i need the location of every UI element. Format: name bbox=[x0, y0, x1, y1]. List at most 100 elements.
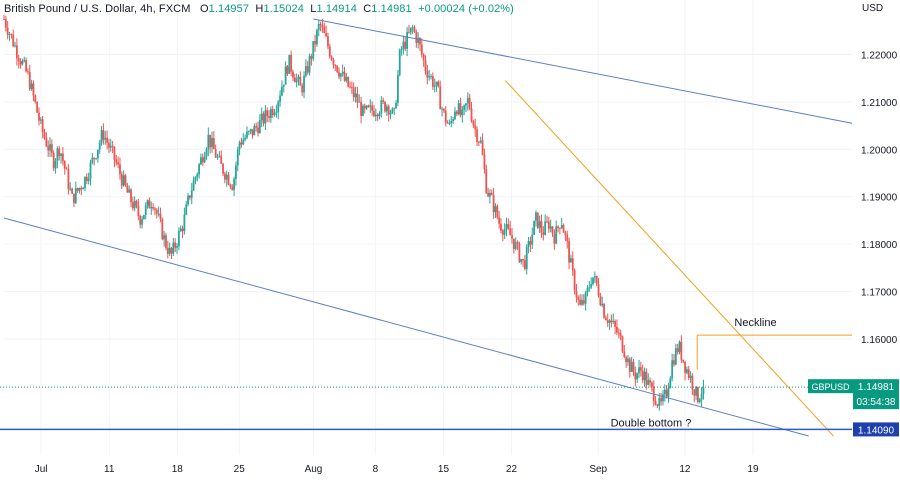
candle-body bbox=[682, 359, 685, 362]
candle-body bbox=[166, 247, 169, 254]
candle-body bbox=[610, 320, 613, 323]
candle-body bbox=[433, 85, 436, 87]
candle-body bbox=[691, 375, 694, 390]
candle-body bbox=[489, 192, 491, 197]
candle-body bbox=[590, 284, 593, 288]
candle-body bbox=[658, 397, 661, 406]
candle-body bbox=[288, 54, 291, 74]
candle-body bbox=[273, 112, 276, 116]
candle-body bbox=[304, 66, 307, 76]
candle-body bbox=[214, 149, 217, 158]
candle-body bbox=[612, 321, 615, 323]
x-tick-label: 25 bbox=[234, 464, 246, 475]
candle-body bbox=[603, 304, 605, 318]
candle-body bbox=[115, 159, 118, 163]
candle-body bbox=[187, 195, 189, 205]
candle-body bbox=[553, 233, 556, 244]
candle-body bbox=[189, 195, 191, 198]
candle-body bbox=[597, 284, 600, 296]
candle-body bbox=[207, 134, 210, 150]
candle-body bbox=[380, 100, 383, 114]
y-tick-label: 1.19000 bbox=[861, 193, 898, 204]
candle-body bbox=[93, 157, 96, 159]
candle-body bbox=[137, 205, 140, 216]
candle-body bbox=[49, 144, 51, 151]
candle-body bbox=[470, 108, 473, 122]
candle-body bbox=[328, 46, 331, 57]
candle-body bbox=[76, 188, 79, 191]
candle-body bbox=[490, 192, 493, 195]
candle-body bbox=[124, 175, 127, 186]
candle-body bbox=[573, 270, 576, 291]
candle-body bbox=[457, 103, 460, 115]
candle-body bbox=[466, 97, 469, 104]
candle-body bbox=[575, 290, 578, 298]
candle-body bbox=[349, 86, 351, 88]
candle-body bbox=[122, 175, 125, 186]
candle-body bbox=[177, 231, 180, 247]
high-label: H bbox=[255, 3, 264, 15]
candle-body bbox=[108, 142, 110, 148]
candle-body bbox=[209, 134, 212, 148]
candle-body bbox=[500, 223, 502, 231]
candle-body bbox=[336, 65, 339, 72]
symbol-header: British Pound / U.S. Dollar, 4h, FXCM O1… bbox=[4, 3, 514, 15]
candle-body bbox=[271, 109, 274, 116]
currency-label: USD bbox=[862, 3, 884, 14]
candle-body bbox=[505, 224, 508, 230]
candle-body bbox=[293, 77, 296, 83]
candle-body bbox=[678, 341, 681, 353]
candle-body bbox=[570, 258, 572, 263]
candle-body bbox=[584, 292, 587, 304]
candle-body bbox=[163, 235, 166, 240]
candle-body bbox=[130, 189, 132, 203]
candle-body bbox=[555, 226, 558, 244]
candle-body bbox=[501, 230, 504, 235]
candle-body bbox=[535, 212, 537, 221]
candle-body bbox=[176, 246, 178, 248]
candle-body bbox=[258, 119, 261, 134]
candle-body bbox=[402, 41, 405, 50]
candle-body bbox=[431, 76, 434, 87]
candle-body bbox=[396, 74, 399, 103]
candle-body bbox=[139, 215, 142, 225]
candle-body bbox=[630, 361, 633, 372]
candle-body bbox=[32, 83, 35, 96]
candle-body bbox=[415, 31, 418, 43]
candle-body bbox=[165, 235, 167, 248]
price-tag-countdown: 03:54:38 bbox=[857, 397, 896, 408]
candle-body bbox=[310, 56, 313, 59]
candle-body bbox=[352, 87, 355, 98]
candle-body bbox=[428, 76, 431, 78]
candle-body bbox=[17, 58, 20, 62]
candle-body bbox=[126, 185, 129, 193]
candle-body bbox=[544, 221, 547, 235]
candle-body bbox=[494, 206, 497, 213]
candle-body bbox=[448, 123, 451, 124]
candle-body bbox=[78, 187, 81, 191]
candle-body bbox=[367, 105, 370, 107]
candle-body bbox=[387, 106, 390, 115]
candle-body bbox=[509, 228, 512, 236]
candle-body bbox=[345, 76, 348, 81]
candle-body bbox=[474, 125, 477, 130]
candle-body bbox=[362, 105, 364, 116]
candle-body bbox=[369, 105, 372, 107]
candle-body bbox=[220, 155, 223, 164]
x-tick-label: 12 bbox=[679, 464, 691, 475]
candle-body bbox=[306, 66, 309, 73]
candle-body bbox=[43, 132, 46, 138]
candle-body bbox=[406, 31, 409, 49]
candle-body bbox=[211, 138, 213, 148]
candle-body bbox=[518, 243, 521, 262]
candle-body bbox=[38, 112, 40, 121]
candle-body bbox=[65, 168, 68, 170]
candle-body bbox=[67, 169, 70, 190]
candle-body bbox=[496, 206, 499, 218]
candle-body bbox=[69, 188, 72, 190]
candle-body bbox=[23, 60, 26, 61]
candle-body bbox=[12, 34, 15, 47]
channel-upper-line bbox=[313, 18, 853, 124]
candle-body bbox=[268, 116, 270, 118]
